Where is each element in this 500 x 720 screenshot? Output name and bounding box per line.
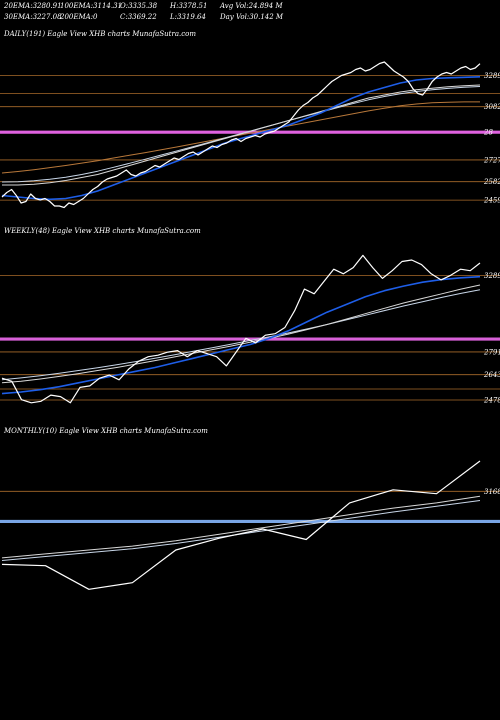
header-row2-item-0: 30EMA:3227.08 bbox=[4, 13, 62, 21]
daily-level-label: 2727 bbox=[483, 156, 500, 164]
daily-band-label: 28 bbox=[483, 129, 493, 137]
weekly-ema_fast-line bbox=[1, 275, 481, 395]
daily-series bbox=[1, 61, 481, 209]
header-row1-item-3: H:3378.51 bbox=[169, 2, 207, 10]
daily-ema_slow-line bbox=[2, 84, 481, 186]
weekly-level-label: 3289 bbox=[484, 272, 500, 280]
monthly-series bbox=[1, 460, 481, 590]
daily-ema_fast-line bbox=[1, 76, 481, 201]
monthly-title: MONTHLY(10) Eagle View XHB charts Munafa… bbox=[3, 427, 208, 435]
daily-level-label: 2459 bbox=[483, 197, 500, 205]
monthly-level-label: 3168 bbox=[484, 488, 500, 496]
daily-panel: DAILY(191) Eagle View XHB charts MunafaS… bbox=[0, 30, 500, 209]
header-stats: 20EMA:3280.91 100EMA:3114.31 O:3335.38 H… bbox=[3, 2, 284, 21]
weekly-level-label: 2791 bbox=[483, 348, 500, 356]
daily-level-label: 3289 bbox=[484, 72, 500, 80]
weekly-ema_alt-line bbox=[1, 289, 481, 381]
header-row2-item-4: Day Vol:30.142 M bbox=[219, 13, 284, 21]
weekly-panel: WEEKLY(48) Eagle View XHB charts MunafaS… bbox=[0, 227, 500, 405]
monthly-ema_slow-line bbox=[1, 495, 481, 559]
monthly-tick-labels: 3168 bbox=[484, 488, 500, 496]
monthly-price-line bbox=[1, 460, 481, 590]
header-row1-item-1: 100EMA:3114.31 bbox=[60, 2, 122, 10]
weekly-price-line bbox=[1, 254, 481, 404]
daily-long_ma-line bbox=[1, 101, 480, 174]
weekly-series bbox=[1, 254, 481, 404]
weekly-level-label: 2643 bbox=[483, 371, 500, 379]
weekly-tick-labels: 3289 2791 2643 2478 bbox=[483, 272, 500, 405]
daily-levels bbox=[0, 75, 500, 201]
weekly-ema_slow-line bbox=[1, 284, 481, 384]
weekly-levels bbox=[0, 275, 500, 401]
header-row1-item-2: O:3335.38 bbox=[120, 2, 158, 10]
header-row2-item-3: L:3319.64 bbox=[169, 13, 206, 21]
daily-price-line bbox=[1, 61, 481, 209]
header-row2-item-2: C:3369.22 bbox=[120, 13, 157, 21]
weekly-title: WEEKLY(48) Eagle View XHB charts MunafaS… bbox=[4, 227, 201, 235]
header-row1-item-4: Avg Vol:24.894 M bbox=[219, 2, 283, 10]
header-row1-item-0: 20EMA:3280.91 bbox=[3, 2, 62, 10]
daily-title: DAILY(191) Eagle View XHB charts MunafaS… bbox=[3, 30, 196, 38]
monthly-levels bbox=[0, 490, 500, 524]
header-row2-item-1: 200EMA:0 bbox=[59, 13, 98, 21]
monthly-panel: MONTHLY(10) Eagle View XHB charts Munafa… bbox=[0, 427, 500, 590]
weekly-level-label: 2478 bbox=[483, 397, 500, 405]
